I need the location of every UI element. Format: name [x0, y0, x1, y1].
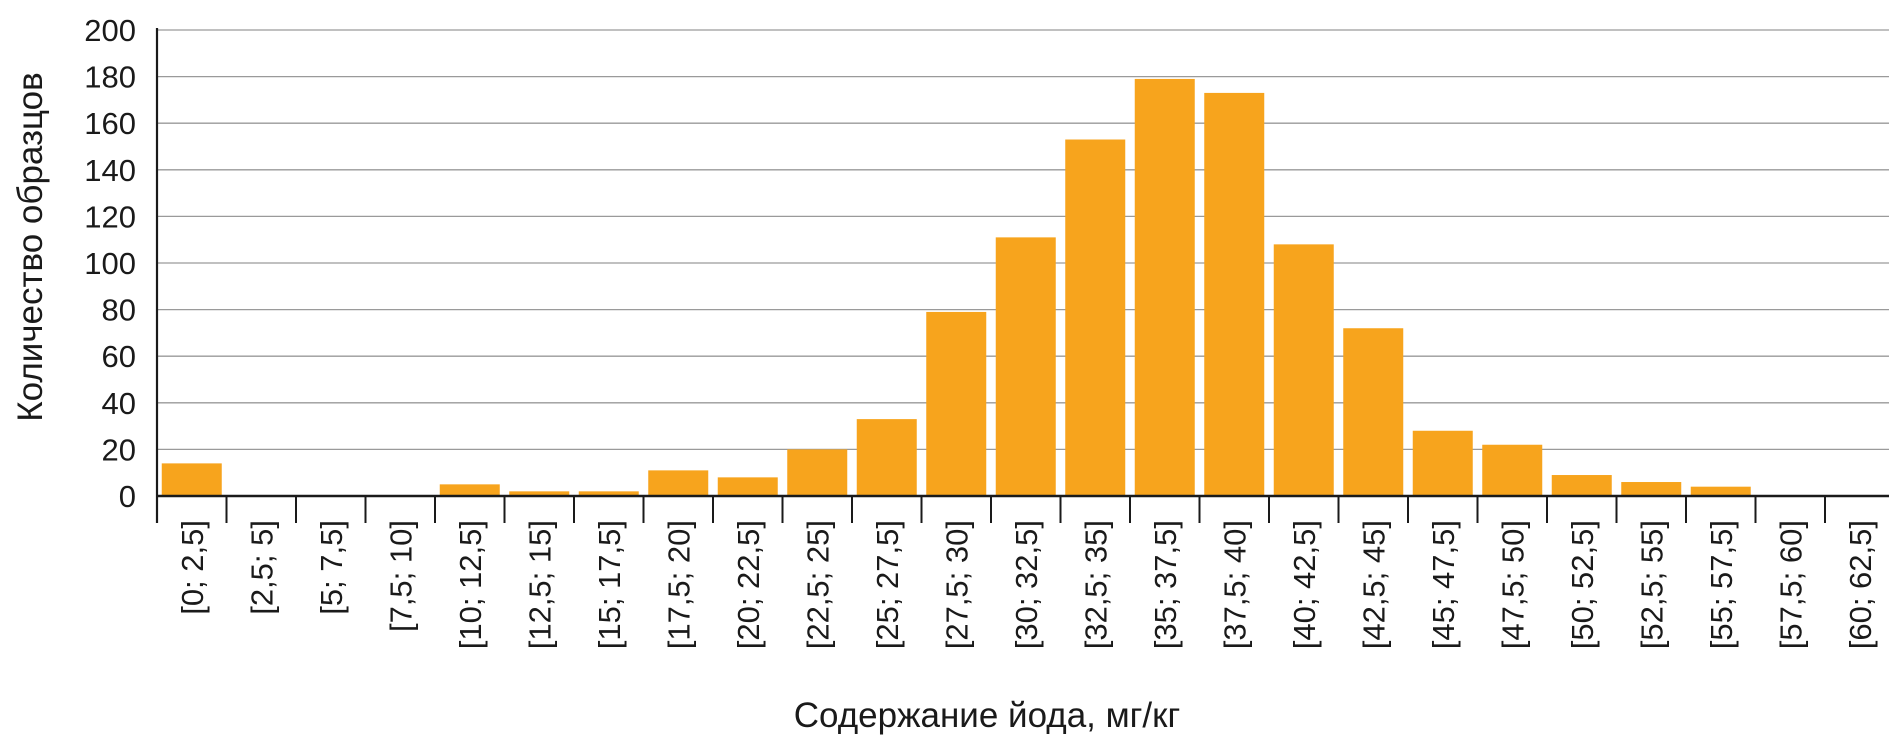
x-tick-label: [7,5; 10] — [383, 520, 418, 632]
y-tick-label: 60 — [102, 339, 136, 374]
bar — [717, 477, 778, 496]
x-tick-label: [25; 27,5] — [870, 520, 905, 649]
y-tick-label: 200 — [84, 13, 136, 48]
bar — [1482, 444, 1543, 496]
x-tick-label: [40; 42,5] — [1287, 520, 1322, 649]
x-tick-label: [52,5; 55] — [1634, 520, 1669, 649]
y-tick-label: 40 — [102, 386, 136, 421]
bar — [1690, 486, 1751, 496]
bar — [161, 463, 222, 496]
x-tick-label: [27,5; 30] — [939, 520, 974, 649]
y-tick-label: 80 — [102, 293, 136, 328]
x-tick-label: [60; 62,5] — [1843, 520, 1878, 649]
bar — [926, 311, 987, 496]
x-tick-label: [17,5; 20] — [661, 520, 696, 649]
y-tick-label: 0 — [119, 479, 136, 514]
x-tick-label: [5; 7,5] — [314, 520, 349, 615]
bar — [1065, 139, 1126, 496]
bar — [509, 491, 570, 496]
x-tick-label: [15; 17,5] — [592, 520, 627, 649]
x-tick-label: [42,5; 45] — [1356, 520, 1391, 649]
y-tick-label: 180 — [84, 60, 136, 95]
bar — [1273, 244, 1334, 496]
bar — [1204, 92, 1265, 496]
bar — [787, 449, 848, 496]
x-axis-title: Содержание йода, мг/кг — [794, 696, 1181, 735]
y-tick-label: 120 — [84, 199, 136, 234]
y-tick-label: 100 — [84, 246, 136, 281]
x-tick-label: [10; 12,5] — [453, 520, 488, 649]
bar — [648, 470, 709, 496]
bar — [856, 419, 917, 496]
bar — [439, 484, 500, 496]
x-tick-label: [57,5; 60] — [1773, 520, 1808, 649]
bar — [1551, 475, 1612, 496]
y-tick-label: 140 — [84, 153, 136, 188]
y-tick-label: 160 — [84, 106, 136, 141]
x-tick-label: [2,5; 5] — [244, 520, 279, 615]
x-tick-label: [37,5; 40] — [1217, 520, 1252, 649]
bars — [161, 78, 1751, 497]
axes — [155, 28, 1889, 523]
x-tick-label: [47,5; 50] — [1495, 520, 1530, 649]
x-tick-label: [30; 32,5] — [1009, 520, 1044, 649]
x-tick-labels: [0; 2,5] [2,5; 5] [5; 7,5] [7,5; 10] [10; 12… — [175, 520, 1878, 649]
bar — [578, 491, 639, 496]
x-tick-label: [45; 47,5] — [1426, 520, 1461, 649]
bar — [1343, 328, 1404, 496]
x-tick-label: [35; 37,5] — [1148, 520, 1183, 649]
bar — [1621, 482, 1682, 496]
x-tick-label: [12,5; 15] — [522, 520, 557, 649]
x-tick-label: [32,5; 35] — [1078, 520, 1113, 649]
bar — [1412, 430, 1473, 496]
bar — [995, 237, 1056, 496]
y-tick-labels: 0 20 40 60 80 100 120 140 160 180 200 — [84, 13, 136, 514]
x-tick-label: [20; 22,5] — [731, 520, 766, 649]
x-tick-label: [50; 52,5] — [1565, 520, 1600, 649]
y-tick-label: 20 — [102, 432, 136, 467]
x-tick-label: [55; 57,5] — [1704, 520, 1739, 649]
x-tick-label: [0; 2,5] — [175, 520, 210, 615]
bar — [1134, 78, 1195, 497]
x-tick-label: [22,5; 25] — [800, 520, 835, 649]
y-axis-title: Количество образцов — [11, 72, 50, 422]
